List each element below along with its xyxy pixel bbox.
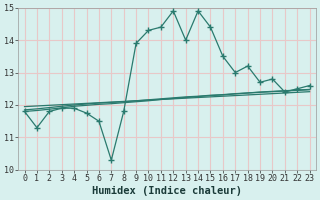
X-axis label: Humidex (Indice chaleur): Humidex (Indice chaleur) [92,186,242,196]
